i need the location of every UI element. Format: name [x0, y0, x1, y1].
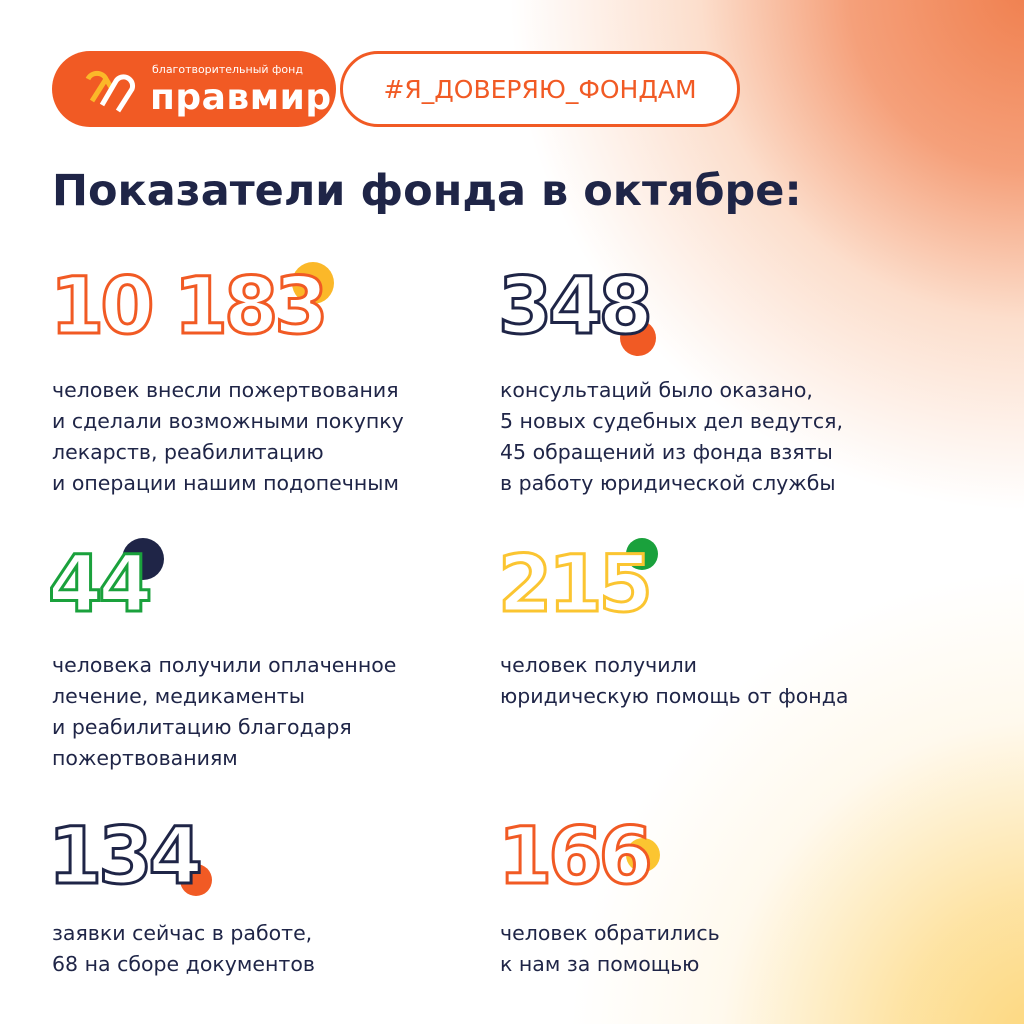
stat-value: 166 [497, 811, 655, 904]
stat-description: заявки сейчас в работе, 68 на сборе докум… [52, 921, 315, 976]
stat-dot [292, 262, 334, 304]
stat-dot [626, 538, 658, 570]
stat-value: 10 183 [49, 261, 331, 354]
stat-description: человек получили юридическую помощь от фо… [500, 653, 849, 708]
stat-description: человек обратились к нам за помощью [500, 921, 720, 976]
logo-name: правмир [150, 77, 332, 118]
stat-dot [620, 320, 656, 356]
page-title: Показатели фонда в октябре: [52, 166, 802, 216]
stat-dot [180, 864, 212, 896]
stat-value: 215 [497, 539, 655, 632]
linked-hearts-icon [85, 70, 136, 113]
stat-value: 134 [47, 811, 205, 904]
logo-subtitle: благотворительный фонд [152, 63, 303, 76]
stat-value: 348 [497, 261, 655, 354]
stat-dot [626, 838, 660, 872]
stat-description: консультаций было оказано, 5 новых судебн… [500, 378, 843, 495]
hashtag-badge: #Я_ДОВЕРЯЮ_ФОНДАМ [340, 51, 740, 127]
stat-description: человек внесли пожертвования и сделали во… [52, 378, 404, 495]
stat-value: 44 [47, 539, 155, 632]
stat-description: человека получили оплаченное лечение, мед… [52, 653, 397, 770]
pravmir-logo: благотворительный фонд правмир [52, 51, 336, 127]
stat-dot [122, 538, 164, 580]
